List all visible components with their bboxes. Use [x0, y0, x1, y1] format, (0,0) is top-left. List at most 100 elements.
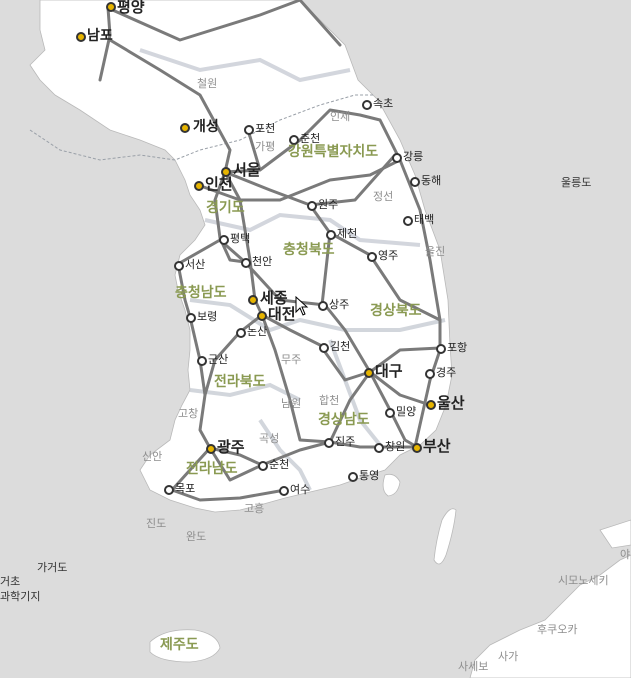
chuncheon-marker[interactable]	[289, 135, 299, 145]
pyongyang-label: 평양	[117, 0, 145, 16]
kaesong-label: 개성	[193, 119, 219, 135]
sejong-marker[interactable]	[248, 295, 258, 305]
gwangju-marker[interactable]	[206, 444, 216, 454]
pyeongtaek-marker[interactable]	[219, 235, 229, 245]
ulsan-marker[interactable]	[426, 400, 436, 410]
chungnam-label: 충청남도	[175, 285, 227, 301]
namwon-label: 남원	[281, 397, 302, 410]
jeonnam-label: 전라남도	[186, 461, 238, 477]
wonju-marker[interactable]	[307, 201, 317, 211]
jecheon-label: 제천	[337, 227, 358, 240]
yeosu-marker[interactable]	[279, 486, 289, 496]
ya-label: 야	[620, 548, 631, 561]
sasebo-label: 사세보	[458, 660, 489, 673]
gokseong-label: 곡성	[259, 432, 280, 445]
uljin-label: 울진	[425, 245, 446, 258]
gochang-label: 고창	[178, 407, 199, 420]
nonsan-marker[interactable]	[236, 328, 246, 338]
gwangju-label: 광주	[217, 438, 245, 456]
seosan-marker[interactable]	[174, 261, 184, 271]
donghae-marker[interactable]	[410, 177, 420, 187]
mokpo-marker[interactable]	[164, 485, 174, 495]
dmz-line	[29, 94, 375, 161]
donghae-label: 동해	[421, 174, 442, 187]
saga-label: 사가	[498, 650, 519, 663]
goheung-label: 고흥	[244, 502, 265, 515]
incheon-marker[interactable]	[194, 181, 204, 191]
pyeongtaek-label: 평택	[230, 232, 251, 245]
gunsan-label: 군산	[208, 353, 229, 366]
gunsan-marker[interactable]	[197, 356, 207, 366]
nampo-label: 남포	[87, 28, 113, 44]
mokpo-label: 목포	[175, 482, 196, 495]
busan-marker[interactable]	[412, 443, 422, 453]
mouse-cursor-icon	[295, 296, 309, 316]
inje-label: 인제	[330, 110, 351, 123]
sangju-marker[interactable]	[318, 301, 328, 311]
miryang-label: 밀양	[396, 405, 417, 418]
jinju-label: 진주	[335, 435, 356, 448]
jeongseon-label: 정선	[373, 190, 394, 203]
miryang-marker[interactable]	[385, 408, 395, 418]
shimonoseki-label: 시모노세키	[558, 574, 609, 587]
jeju-label: 제주도	[160, 637, 199, 653]
tongyeong-label: 통영	[359, 469, 380, 482]
yeongju-marker[interactable]	[367, 252, 377, 262]
nampo-marker[interactable]	[76, 32, 86, 42]
gyeongnam-label: 경상남도	[318, 412, 370, 428]
gangneung-marker[interactable]	[392, 153, 402, 163]
ulsan-label: 울산	[437, 394, 465, 412]
gimcheon-marker[interactable]	[319, 343, 329, 353]
nonsan-label: 논산	[247, 325, 268, 338]
suncheon-label: 순천	[269, 458, 290, 471]
jeonbuk-label: 전라북도	[214, 374, 266, 390]
daegu-marker[interactable]	[364, 368, 374, 378]
gyeongju-marker[interactable]	[425, 369, 435, 379]
province-borders	[139, 48, 446, 491]
yeongju-label: 영주	[378, 249, 399, 262]
geoje-island	[382, 473, 401, 497]
chungbuk-label: 충청북도	[283, 242, 335, 258]
cheorwon-label: 철원	[197, 77, 218, 90]
honshu-tip	[599, 519, 631, 549]
daegu-label: 대구	[375, 362, 403, 380]
pohang-marker[interactable]	[436, 344, 446, 354]
kyushu-landmass	[469, 554, 631, 678]
suncheon-marker[interactable]	[258, 461, 268, 471]
jecheon-marker[interactable]	[326, 230, 336, 240]
sejong-label: 세종	[260, 289, 288, 307]
chuncheon-label: 춘천	[300, 132, 321, 145]
pyongyang-marker[interactable]	[106, 2, 116, 12]
boryeong-label: 보령	[197, 310, 218, 323]
gyeonggi-label: 경기도	[206, 200, 245, 216]
taebaek-marker[interactable]	[403, 216, 413, 226]
pocheon-label: 포천	[255, 122, 276, 135]
changwon-marker[interactable]	[374, 443, 384, 453]
pohang-label: 포항	[447, 341, 468, 354]
gangneung-label: 강릉	[403, 150, 424, 163]
sangju-label: 상주	[329, 298, 350, 311]
gimcheon-label: 김천	[330, 340, 351, 353]
jeju-island	[149, 629, 221, 663]
daejeon-marker[interactable]	[257, 311, 267, 321]
jinju-marker[interactable]	[324, 438, 334, 448]
cheonan-marker[interactable]	[241, 258, 251, 268]
wando-label: 완도	[186, 530, 207, 543]
kaesong-marker[interactable]	[180, 123, 190, 133]
pocheon-marker[interactable]	[244, 125, 254, 135]
tongyeong-marker[interactable]	[348, 472, 358, 482]
geocho-label: 거초	[0, 575, 21, 588]
fukuoka-label: 후쿠오카	[537, 623, 578, 636]
ulleungdo-label: 울릉도	[561, 176, 592, 189]
cheonan-label: 천안	[252, 255, 273, 268]
sokcho-marker[interactable]	[362, 100, 372, 110]
seoul-label: 서울	[233, 161, 261, 179]
yeosu-label: 여수	[290, 483, 311, 496]
taebaek-label: 태백	[414, 213, 435, 226]
sinan-label: 신안	[142, 450, 163, 463]
boryeong-marker[interactable]	[186, 313, 196, 323]
gapyeong-label: 가평	[255, 140, 276, 153]
seoul-marker[interactable]	[221, 167, 231, 177]
